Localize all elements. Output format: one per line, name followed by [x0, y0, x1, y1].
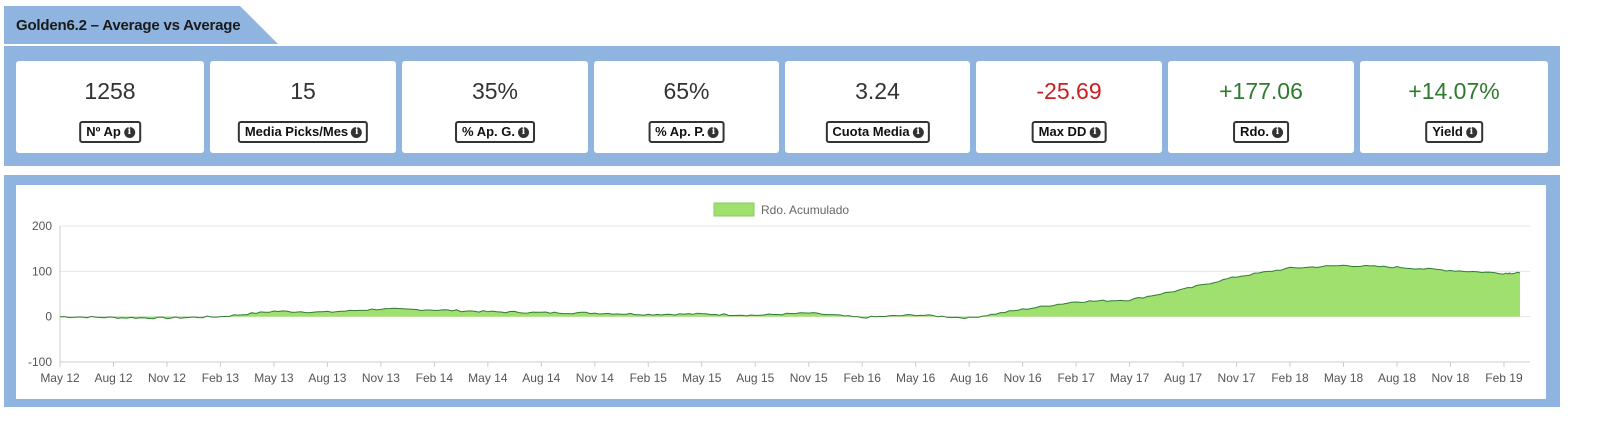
- stat-value: 65%: [663, 78, 710, 104]
- stat-card-avg-odds: 3.24 Cuota Media i: [785, 61, 970, 153]
- info-icon[interactable]: i: [707, 126, 719, 138]
- page-title: Golden6.2 – Average vs Average: [16, 17, 241, 34]
- x-tick-label: Aug 12: [94, 371, 132, 385]
- stat-label: % Ap. G.: [462, 124, 515, 139]
- x-tick-label: Nov 12: [148, 371, 186, 385]
- stat-value: +14.07%: [1408, 78, 1500, 104]
- stat-label-badge[interactable]: Rdo. i: [1233, 121, 1289, 143]
- stat-card-result: +177.06 Rdo. i: [1168, 61, 1354, 153]
- stat-label: Yield: [1432, 124, 1463, 139]
- stat-card-max-drawdown: -25.69 Max DD i: [976, 61, 1162, 153]
- x-tick-label: Aug 13: [308, 371, 346, 385]
- stat-card-loss-rate: 65% % Ap. P. i: [594, 61, 779, 153]
- x-tick-label: Nov 18: [1431, 371, 1469, 385]
- stat-label-badge[interactable]: Cuota Media i: [825, 121, 930, 143]
- x-tick-label: Aug 14: [522, 371, 560, 385]
- x-tick-label: Feb 15: [630, 371, 668, 385]
- stat-label: Max DD: [1038, 124, 1087, 139]
- stat-value: 1258: [84, 78, 136, 104]
- x-tick-label: May 17: [1110, 371, 1150, 385]
- series-area-rdo-acumulado: [60, 265, 1520, 319]
- stat-label: Nº Ap: [86, 124, 121, 139]
- x-tick-label: Nov 13: [362, 371, 400, 385]
- x-tick-label: Feb 16: [844, 371, 882, 385]
- x-tick-label: Feb 18: [1271, 371, 1309, 385]
- info-icon[interactable]: i: [1089, 126, 1101, 138]
- x-tick-label: Nov 17: [1218, 371, 1256, 385]
- y-tick-label: 200: [32, 219, 52, 233]
- stat-value: 35%: [471, 78, 519, 104]
- x-tick-label: May 12: [40, 371, 80, 385]
- x-tick-label: Feb 14: [416, 371, 454, 385]
- stat-label-badge[interactable]: % Ap. G. i: [455, 121, 535, 143]
- chart-panel: 200 100 0 -100 May 12 Aug 12 Nov 12 Feb 13 May 1…: [16, 185, 1546, 399]
- stat-card-yield: +14.07% Yield i: [1360, 61, 1548, 153]
- x-tick-label: Nov 15: [790, 371, 828, 385]
- info-icon[interactable]: i: [123, 126, 135, 138]
- info-icon[interactable]: i: [517, 126, 529, 138]
- chart-panel-band: 200 100 0 -100 May 12 Aug 12 Nov 12 Feb 13 May 1…: [4, 175, 1560, 407]
- stat-label-badge[interactable]: Media Picks/Mes i: [237, 121, 369, 143]
- x-tick-label: May 13: [254, 371, 294, 385]
- cumulative-result-chart: 200 100 0 -100 May 12 Aug 12 Nov 12 Feb 13 May 1…: [28, 202, 1530, 385]
- y-tick-label: 0: [45, 310, 52, 324]
- stat-label: Cuota Media: [832, 124, 910, 139]
- stat-label-badge[interactable]: Max DD i: [1031, 121, 1107, 143]
- title-tab: Golden6.2 – Average vs Average: [4, 6, 278, 44]
- x-tick-label: Feb 17: [1057, 371, 1095, 385]
- stat-label-badge[interactable]: Nº Ap i: [79, 121, 141, 143]
- x-tick-label: May 15: [682, 371, 722, 385]
- info-icon[interactable]: i: [1271, 126, 1283, 138]
- stat-label: % Ap. P.: [655, 124, 705, 139]
- info-icon[interactable]: i: [351, 126, 363, 138]
- x-tick-label: Nov 14: [576, 371, 614, 385]
- y-tick-label: 100: [32, 264, 52, 278]
- legend-label: Rdo. Acumulado: [761, 203, 849, 217]
- x-tick-label: Aug 17: [1164, 371, 1202, 385]
- stat-value: +177.06: [1219, 78, 1303, 104]
- stats-panel: 1258 Nº Ap i 15 Media Picks/Mes i 35% % …: [4, 46, 1560, 166]
- x-tick-label: Aug 15: [736, 371, 774, 385]
- stat-value: 15: [290, 78, 316, 104]
- x-tick-label: Nov 16: [1004, 371, 1042, 385]
- stat-label: Rdo.: [1240, 124, 1269, 139]
- stat-card-num-bets: 1258 Nº Ap i: [16, 61, 204, 153]
- stat-value: 3.24: [855, 78, 900, 104]
- stat-value: -25.69: [1036, 78, 1102, 104]
- y-tick-label: -100: [28, 355, 52, 369]
- legend-swatch: [713, 202, 755, 217]
- x-tick-label: Aug 16: [950, 371, 988, 385]
- info-icon[interactable]: i: [912, 126, 924, 138]
- x-tick-label: May 14: [468, 371, 508, 385]
- x-tick-label: Feb 13: [202, 371, 240, 385]
- x-tick-label: Aug 18: [1378, 371, 1416, 385]
- x-tick-label: Feb 19: [1485, 371, 1523, 385]
- stat-card-picks-per-month: 15 Media Picks/Mes i: [210, 61, 396, 153]
- x-tick-label: May 18: [1324, 371, 1364, 385]
- stat-label-badge[interactable]: % Ap. P. i: [648, 121, 725, 143]
- info-icon[interactable]: i: [1465, 126, 1477, 138]
- x-tick-label: May 16: [896, 371, 936, 385]
- stat-label: Media Picks/Mes: [244, 124, 349, 139]
- stat-label-badge[interactable]: Yield i: [1425, 121, 1483, 143]
- series-line-rdo-acumulado: [59, 264, 1521, 320]
- stat-card-win-rate: 35% % Ap. G. i: [402, 61, 588, 153]
